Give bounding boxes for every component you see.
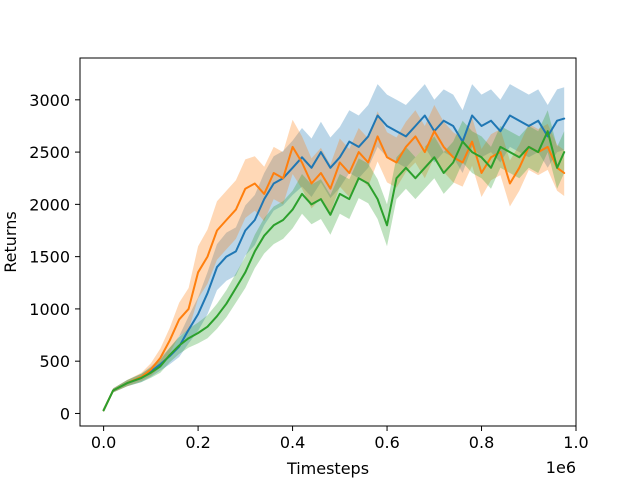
x-tick-label: 0.0 <box>91 433 116 452</box>
x-axis-label: Timesteps <box>286 459 369 478</box>
series-line-3 <box>102 130 566 412</box>
y-tick-label: 2500 <box>29 143 70 162</box>
x-tick-label: 0.2 <box>185 433 210 452</box>
series-line-2 <box>102 130 566 412</box>
series-band-2 <box>103 105 565 411</box>
series-line-1 <box>102 114 566 412</box>
y-axis-label: Returns <box>1 211 20 272</box>
y-tick-label: 3000 <box>29 91 70 110</box>
plot-frame <box>79 57 577 427</box>
x-axis: 0.0 0.2 0.4 0.6 0.8 1.0 <box>91 426 589 452</box>
series-bands <box>103 84 565 411</box>
series-band-3 <box>103 110 565 411</box>
y-tick-label: 2000 <box>29 195 70 214</box>
y-tick-label: 1000 <box>29 300 70 319</box>
x-tick-label: 0.8 <box>469 433 494 452</box>
y-tick-label: 1500 <box>29 248 70 267</box>
x-tick-label: 0.4 <box>280 433 305 452</box>
x-tick-label: 0.6 <box>374 433 399 452</box>
x-axis-offset-label: 1e6 <box>546 458 576 477</box>
x-tick-label: 1.0 <box>563 433 588 452</box>
series-lines <box>102 114 566 412</box>
series-band-1 <box>103 84 565 411</box>
y-tick-label: 500 <box>39 352 70 371</box>
y-axis: 0 500 1000 1500 2000 2500 3000 <box>29 91 80 423</box>
y-tick-label: 0 <box>60 404 70 423</box>
